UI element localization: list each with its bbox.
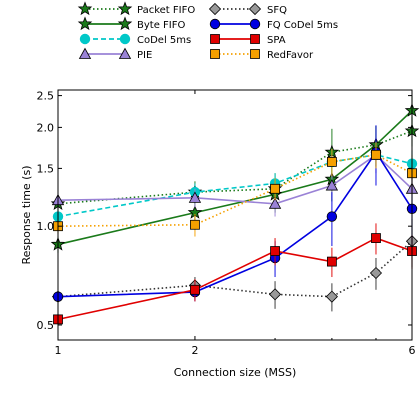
- legend-marker: [78, 47, 92, 59]
- series-byte-fifo: [50, 95, 420, 253]
- legend-marker: [249, 18, 261, 30]
- legend-label: FQ CoDel 5ms: [267, 20, 338, 31]
- series-line: [57, 240, 413, 298]
- series-line: [57, 237, 413, 321]
- y-axis-title: Response time (s): [20, 166, 33, 265]
- legend-label: Packet FIFO: [137, 5, 195, 16]
- data-point: [268, 197, 282, 209]
- data-point: [325, 179, 339, 191]
- legend-entry-fq-codel-5ms: FQ CoDel 5ms: [209, 18, 338, 31]
- data-point: [371, 233, 381, 243]
- legend-marker: [77, 1, 93, 16]
- legend-entry-pie: PIE: [78, 47, 152, 61]
- y-tick-label: 0.5: [37, 319, 55, 332]
- series-line: [57, 153, 413, 227]
- legend-label: PIE: [137, 50, 152, 61]
- series-fq-codel-5ms: [52, 125, 418, 302]
- series-pie: [51, 138, 419, 217]
- legend-entry-redfavor: RedFavor: [210, 49, 314, 61]
- legend-entry-codel-5ms: CoDel 5ms: [79, 33, 191, 46]
- data-point: [325, 290, 338, 303]
- legend-marker: [77, 16, 93, 31]
- legend-marker: [210, 34, 220, 44]
- series-line: [57, 150, 413, 298]
- legend-marker: [250, 49, 260, 59]
- legend-entry-packet-fifo: Packet FIFO: [77, 1, 195, 16]
- x-tick-label: 2: [191, 344, 198, 357]
- legend-label: RedFavor: [267, 50, 314, 61]
- legend-marker: [117, 16, 133, 31]
- data-point: [326, 156, 337, 167]
- legend-marker: [209, 18, 221, 30]
- legend-marker: [250, 34, 260, 44]
- legend-marker: [117, 1, 133, 16]
- y-tick-label: 2.0: [37, 121, 55, 134]
- data-point: [188, 191, 202, 203]
- x-tick-label: 6: [409, 344, 416, 357]
- legend-entry-spa: SPA: [210, 34, 286, 46]
- legend-label: Byte FIFO: [137, 20, 185, 31]
- legend-marker: [208, 2, 222, 16]
- series-layer: [50, 95, 420, 325]
- y-tick-label: 1.5: [37, 162, 55, 175]
- legend: Packet FIFO Byte FIFO CoDel 5ms PIE SFQ FQ Co…: [77, 1, 338, 61]
- data-point: [326, 256, 337, 267]
- legend-marker: [210, 49, 220, 59]
- legend-entry-byte-fifo: Byte FIFO: [77, 16, 185, 31]
- legend-entry-sfq: SFQ: [208, 2, 287, 16]
- data-point: [371, 149, 381, 160]
- x-tick-label: 1: [55, 344, 62, 357]
- data-point: [369, 266, 383, 280]
- legend-label: SFQ: [267, 5, 287, 16]
- data-point: [270, 246, 280, 256]
- y-tick-label: 2.5: [37, 90, 55, 103]
- data-point: [190, 284, 200, 295]
- legend-marker: [79, 33, 91, 45]
- data-point: [270, 183, 280, 194]
- y-tick-label: 1.0: [37, 220, 55, 233]
- series-line: [57, 110, 413, 246]
- legend-marker: [118, 47, 132, 59]
- legend-label: SPA: [267, 35, 286, 46]
- axes: 0.5 1.0 1.5 2.0 2.5 1 2 6: [37, 90, 416, 357]
- series-line: [57, 153, 413, 218]
- legend-marker: [119, 33, 131, 45]
- data-point: [268, 288, 282, 301]
- series-line: [57, 153, 413, 205]
- x-axis-title: Connection size (MSS): [174, 366, 297, 379]
- data-point: [326, 211, 338, 222]
- data-point: [190, 219, 200, 230]
- legend-label: CoDel 5ms: [137, 35, 191, 46]
- plot-frame: [57, 89, 413, 341]
- legend-marker: [248, 2, 262, 16]
